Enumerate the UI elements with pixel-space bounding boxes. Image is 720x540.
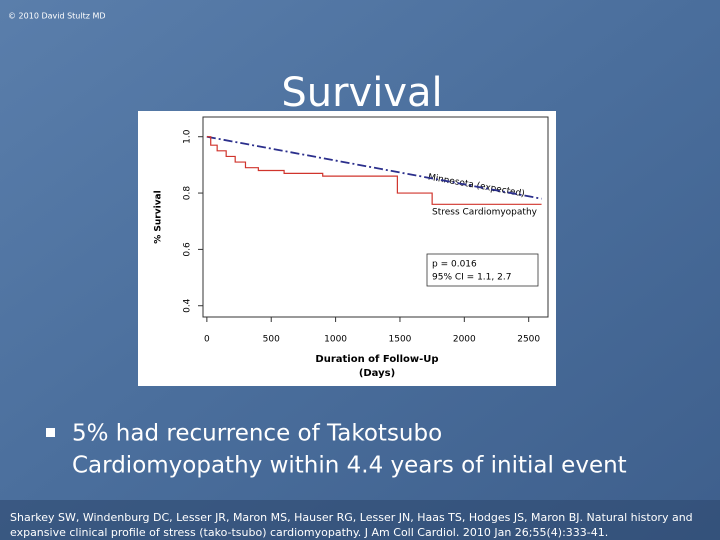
y-tick-label: 0.4 — [183, 298, 193, 313]
chart-panel — [138, 111, 556, 386]
y-tick-label: 0.6 — [183, 242, 193, 257]
x-tick-label: 0 — [204, 335, 210, 345]
x-axis-label: Duration of Follow-Up — [315, 354, 438, 365]
y-tick-label: 0.8 — [183, 186, 193, 201]
bullet-marker — [46, 428, 55, 437]
bullet-text: Cardiomyopathy within 4.4 years of initi… — [72, 453, 627, 479]
citation: expansive clinical profile of stress (ta… — [10, 526, 608, 539]
annotation: 95% CI = 1.1, 2.7 — [432, 273, 511, 283]
x-tick-label: 1000 — [324, 335, 347, 345]
x-tick-label: 1500 — [389, 335, 412, 345]
y-axis-label: % Survival — [154, 190, 164, 243]
x-tick-label: 2500 — [517, 335, 540, 345]
x-tick-label: 500 — [263, 335, 280, 345]
x-tick-label: 2000 — [453, 335, 476, 345]
x-axis-label: (Days) — [359, 368, 395, 379]
series-line — [206, 136, 542, 205]
stats-box — [426, 253, 539, 287]
series-label: Stress Cardiomyopathy — [432, 208, 538, 218]
y-tick-label: 1.0 — [183, 129, 193, 144]
citation: Sharkey SW, Windenburg DC, Lesser JR, Ma… — [10, 511, 693, 524]
footer-band — [0, 500, 720, 540]
annotation: p = 0.016 — [432, 260, 477, 270]
bullet-text: 5% had recurrence of Takotsubo — [72, 421, 442, 447]
series-line — [206, 135, 542, 200]
slide-title: Survival — [281, 70, 442, 116]
copyright: © 2010 David Stultz MD — [8, 12, 106, 21]
plot-frame — [202, 116, 549, 318]
